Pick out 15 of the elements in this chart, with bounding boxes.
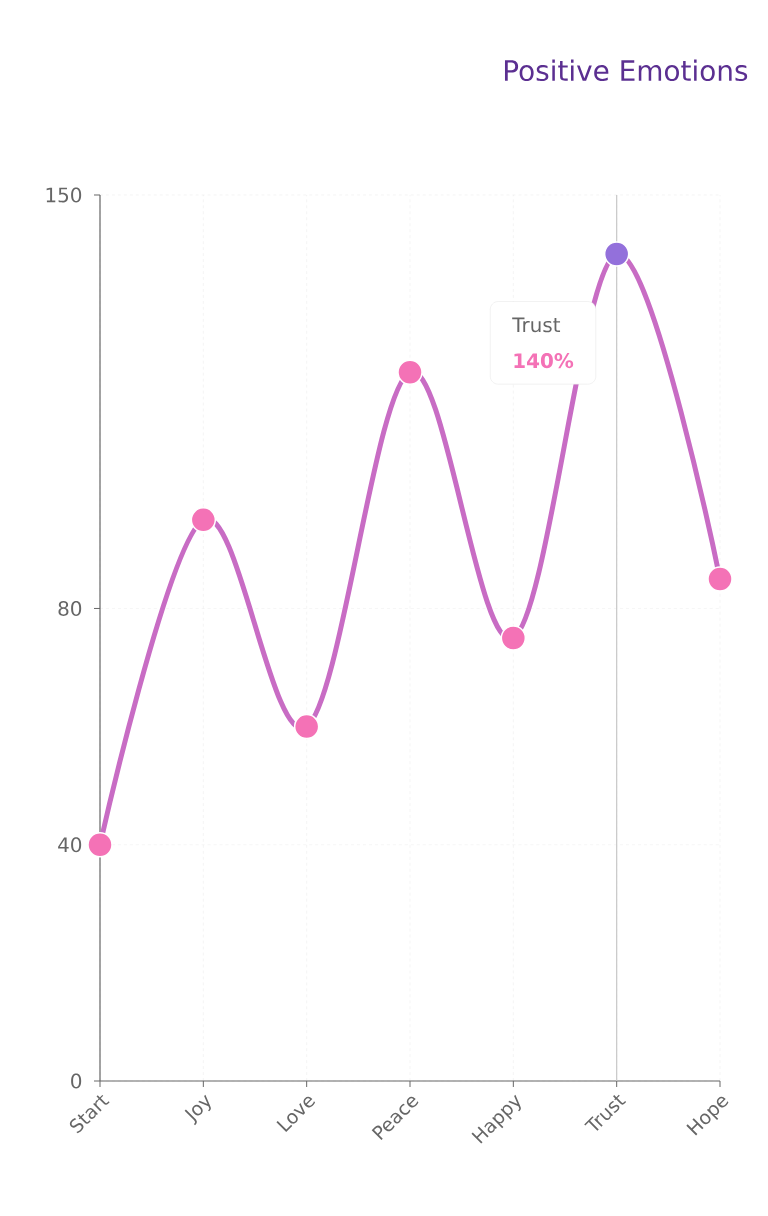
point [293, 713, 320, 740]
chart-title: Positive Emotions [504, 59, 748, 82]
y-tick-label: 40 [58, 837, 82, 853]
y-tick-label: 0 [71, 1073, 82, 1089]
point [707, 566, 733, 592]
point [603, 241, 630, 267]
annotation: Trust [512, 317, 561, 333]
point [190, 507, 217, 533]
point [397, 359, 423, 385]
y-tick-label: 80 [58, 600, 82, 616]
x-tick-label: Joy [184, 1094, 211, 1126]
point [500, 625, 527, 651]
y-tick-label: 150 [46, 187, 82, 203]
point [87, 831, 113, 858]
annotation: 140% [514, 353, 574, 369]
